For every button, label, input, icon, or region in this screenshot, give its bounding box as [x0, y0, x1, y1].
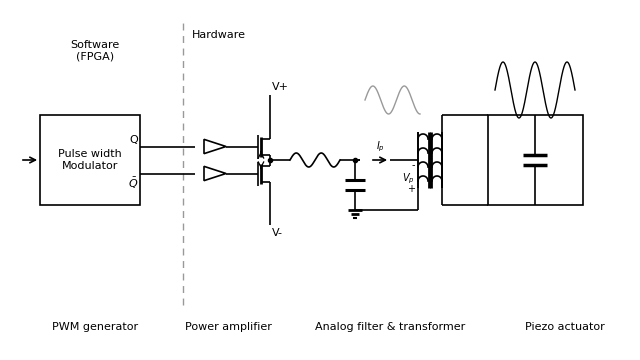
Text: Hardware: Hardware: [192, 30, 246, 40]
Polygon shape: [204, 166, 226, 181]
Text: Q: Q: [129, 135, 138, 144]
Text: +: +: [407, 184, 415, 194]
Text: -: -: [412, 160, 415, 170]
Text: Software
(FPGA): Software (FPGA): [70, 40, 120, 62]
Text: V+: V+: [272, 82, 289, 92]
Text: Piezo actuator: Piezo actuator: [525, 322, 605, 332]
Bar: [488, 115, 583, 205]
Text: $\bar{Q}$: $\bar{Q}$: [128, 176, 138, 191]
Text: Analog filter & transformer: Analog filter & transformer: [315, 322, 465, 332]
Text: Power amplifier: Power amplifier: [184, 322, 271, 332]
Polygon shape: [204, 139, 226, 154]
Text: PWM generator: PWM generator: [52, 322, 138, 332]
Bar: [40, 115, 140, 205]
Text: $V_p$: $V_p$: [403, 172, 415, 186]
Text: Pulse width
Modulator: Pulse width Modulator: [58, 149, 122, 171]
Text: V-: V-: [272, 228, 283, 238]
Text: $I_p$: $I_p$: [376, 140, 385, 154]
